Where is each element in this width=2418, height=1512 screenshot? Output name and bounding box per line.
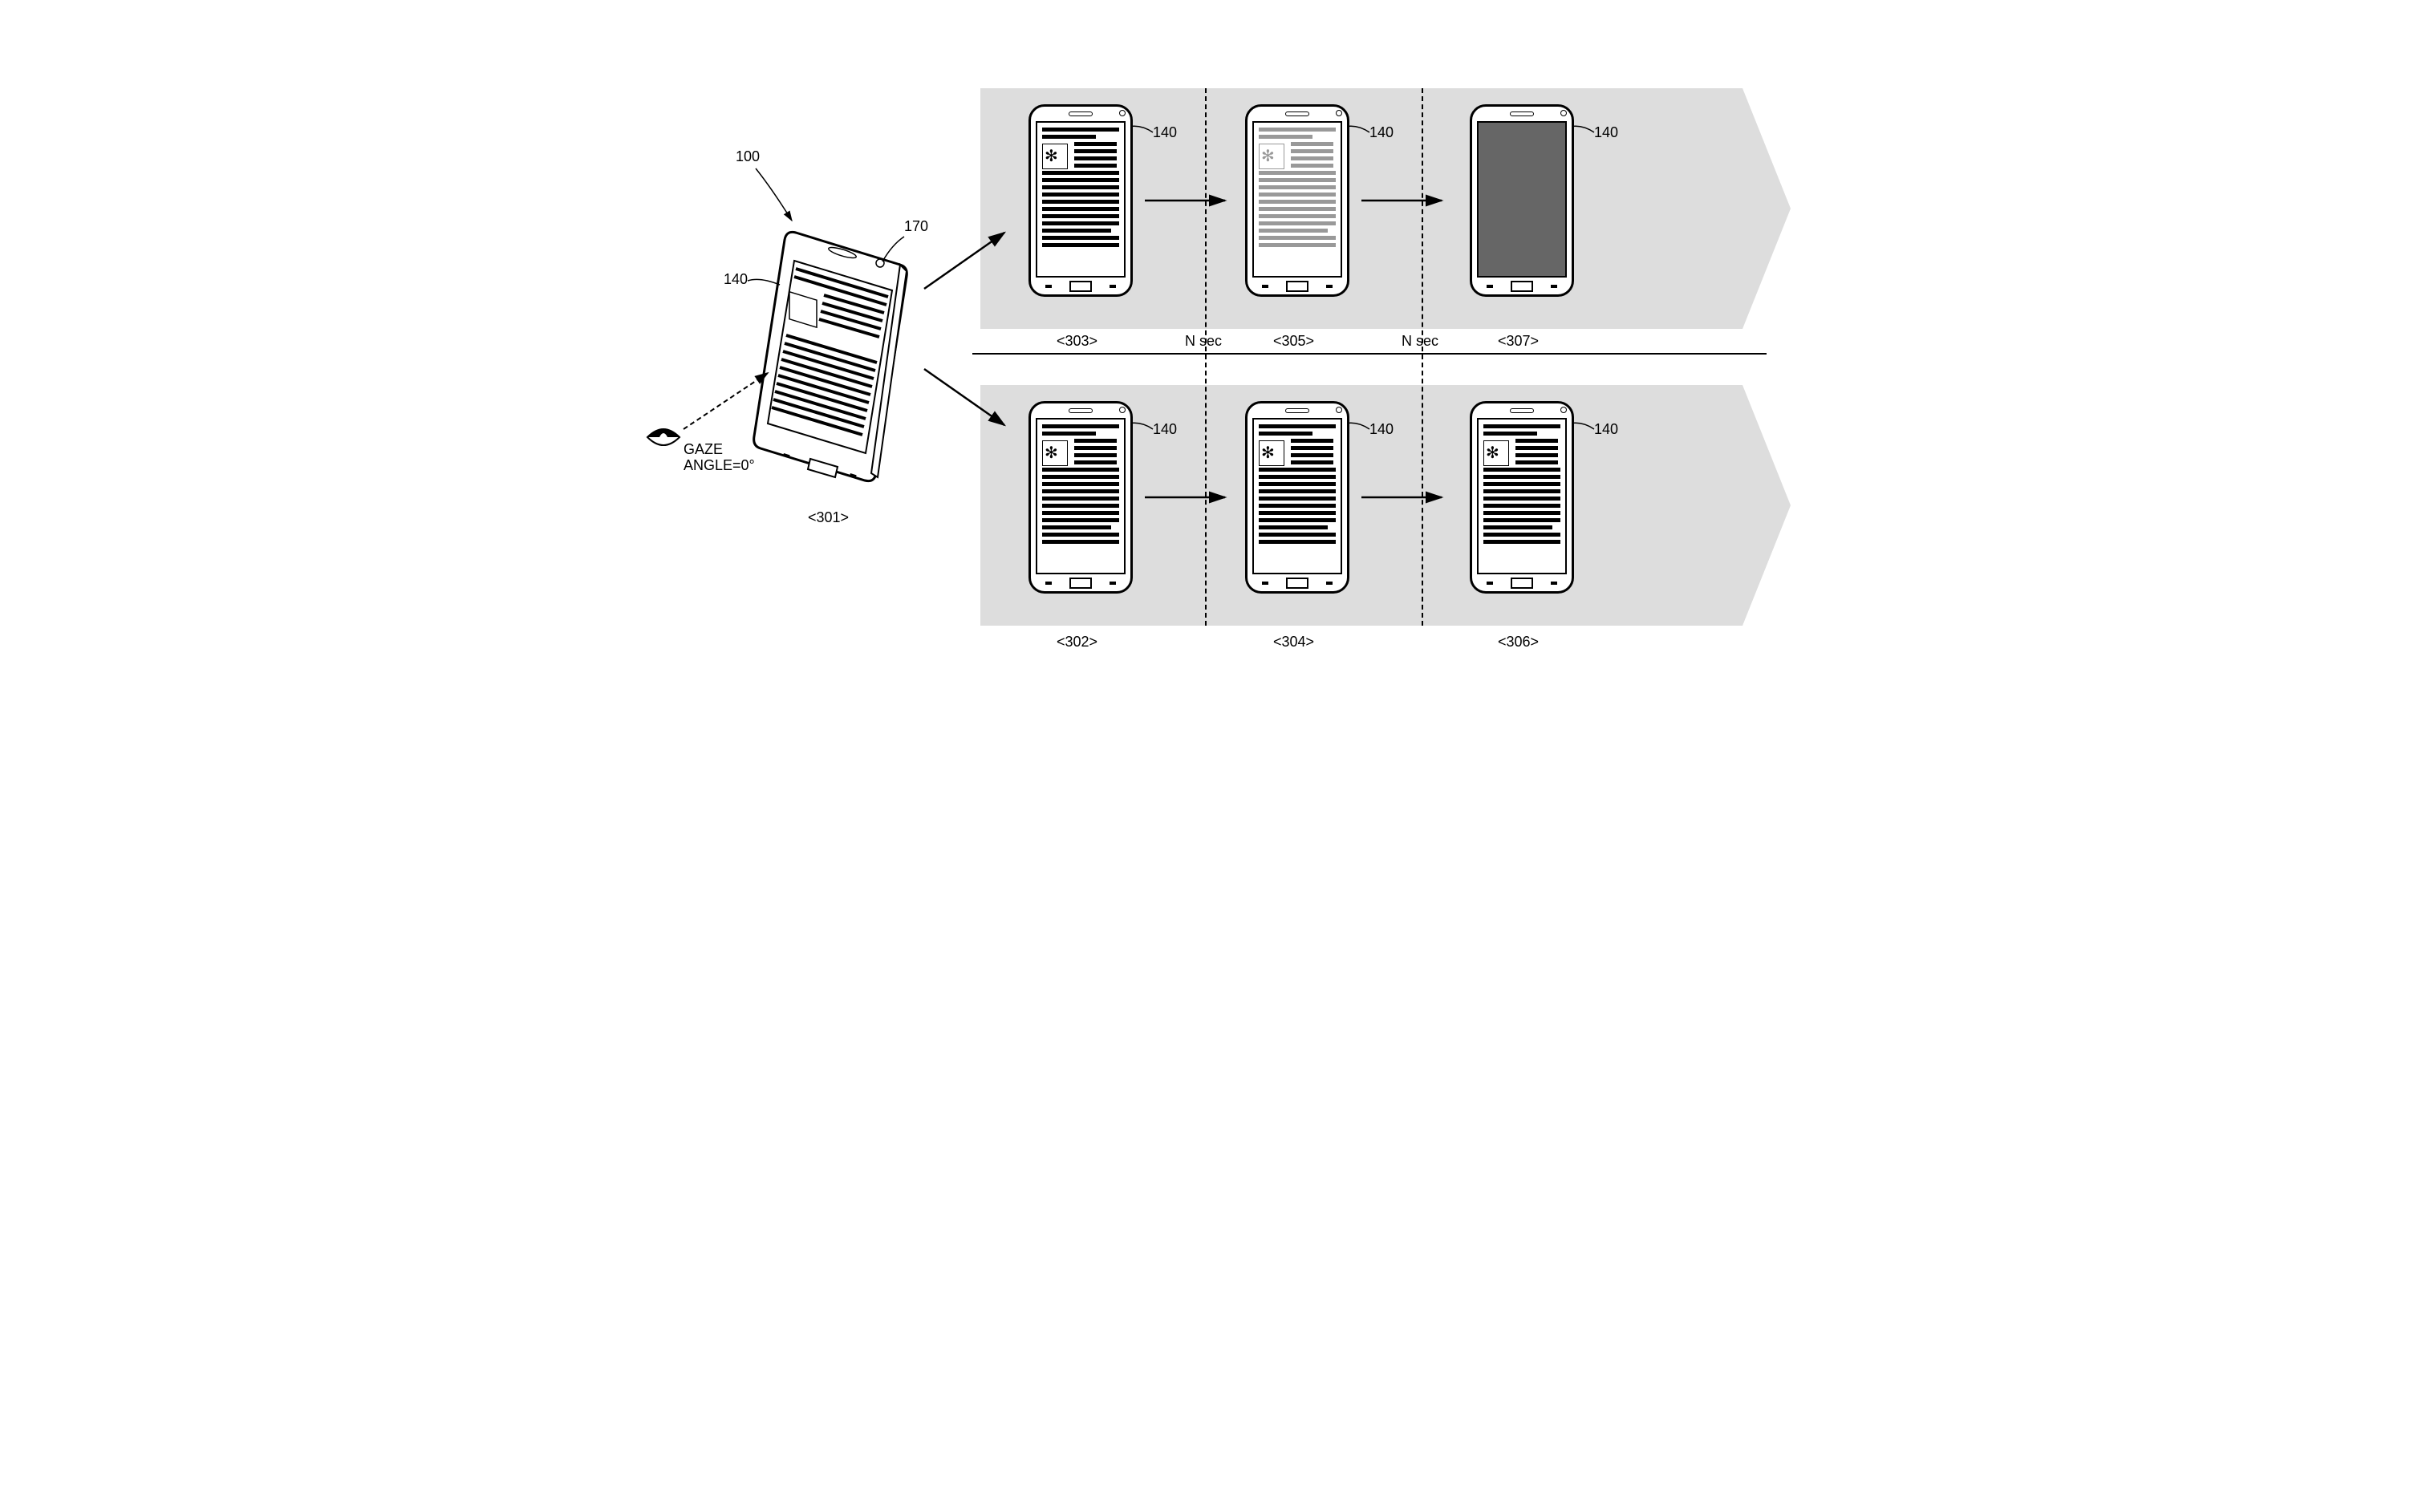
phone-307 <box>1470 104 1574 297</box>
label-140-304: 140 <box>1369 421 1394 438</box>
label-170: 170 <box>904 218 928 235</box>
label-140-305: 140 <box>1369 124 1394 141</box>
label-140-iso: 140 <box>724 271 748 288</box>
state-307: <307> <box>1498 333 1539 350</box>
label-140-306: 140 <box>1594 421 1618 438</box>
state-302: <302> <box>1057 634 1097 651</box>
label-100: 100 <box>736 148 760 165</box>
state-306: <306> <box>1498 634 1539 651</box>
divider-line <box>972 353 1767 355</box>
gaze-label-1: GAZE <box>684 441 723 458</box>
phone-304 <box>1245 401 1349 594</box>
gaze-label-2: ANGLE=0° <box>684 457 755 474</box>
top-band-arrowhead <box>1743 88 1791 329</box>
state-301: <301> <box>808 509 849 526</box>
state-303: <303> <box>1057 333 1097 350</box>
nsec-2: N sec <box>1402 333 1438 350</box>
iso-phone-301 <box>754 232 907 480</box>
bottom-band-arrowhead <box>1743 385 1791 626</box>
phone-302 <box>1028 401 1133 594</box>
state-305: <305> <box>1273 333 1314 350</box>
diagram-root: 100 170 140 GAZE ANGLE=0° 140 <box>627 32 1791 714</box>
dash-2 <box>1422 88 1423 626</box>
label-140-303: 140 <box>1153 124 1177 141</box>
state-304: <304> <box>1273 634 1314 651</box>
phone-303 <box>1028 104 1133 297</box>
eye-icon <box>647 429 680 445</box>
dash-1 <box>1205 88 1207 626</box>
phone-305 <box>1245 104 1349 297</box>
phone-306 <box>1470 401 1574 594</box>
nsec-1: N sec <box>1185 333 1222 350</box>
label-140-307: 140 <box>1594 124 1618 141</box>
label-140-302: 140 <box>1153 421 1177 438</box>
